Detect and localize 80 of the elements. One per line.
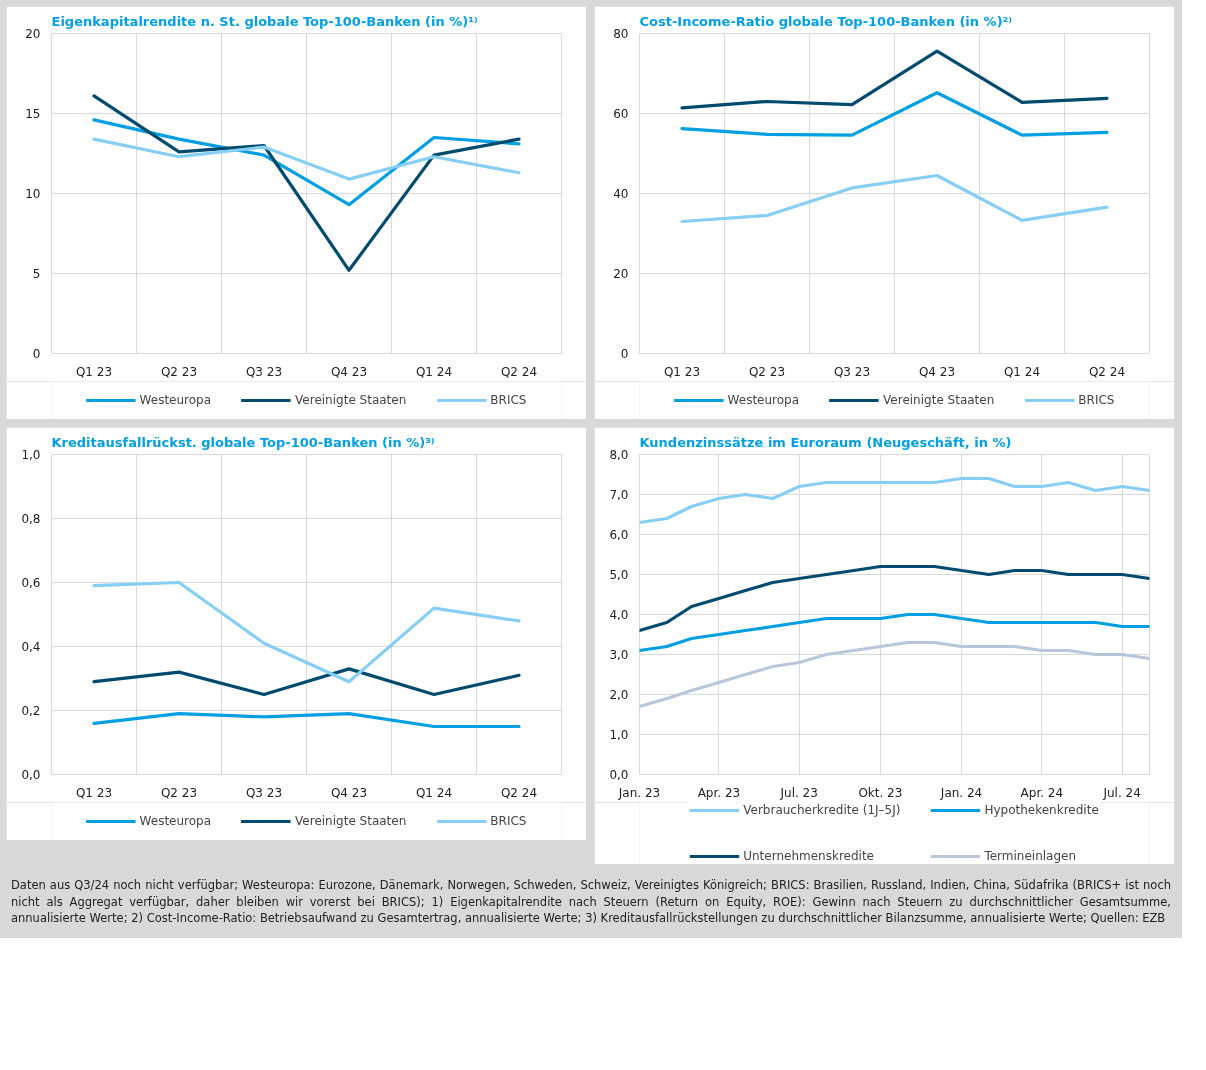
y-tick-label: 0 [620,347,629,361]
y-tick-label: 7,0 [609,488,629,502]
line-series [639,564,1150,633]
x-tick-label: Jul. 24 [1102,785,1141,800]
x-tick-label: Q4 23 [918,364,956,379]
line-series [680,49,1109,110]
y-tick-label: 0,0 [609,768,629,782]
line-series [639,612,1150,653]
x-tick-label: Q2 24 [1088,364,1126,379]
y-tick-label: 60 [613,107,629,121]
legend-label: Unternehmenskredite [743,848,874,864]
x-tick-label: Q1 23 [75,364,113,379]
x-tick-label: Q2 24 [500,364,538,379]
line-series [639,640,1150,709]
x-tick-label: Q3 23 [245,364,283,379]
y-tick-label: 20 [613,267,629,281]
legend-label: Hypothekenkredite [984,802,1099,818]
y-tick-label: 0,0 [21,768,41,782]
chart-title: Eigenkapitalrendite n. St. globale Top-100-Banken (in %)¹⁾ [51,13,478,29]
y-tick-label: 0,2 [21,704,41,718]
x-tick-label: Q3 23 [833,364,871,379]
y-tick-label: 6,0 [609,528,629,542]
x-tick-label: Okt. 23 [858,785,903,800]
chart-title: Kreditausfallrückst. globale Top-100-Banken (in %)³⁾ [51,434,435,450]
legend-label: Termineinlagen [984,848,1077,864]
y-tick-label: 3,0 [609,648,629,662]
y-tick-label: 40 [613,187,629,201]
y-tick-label: 5 [32,267,41,281]
chart-title: Cost-Income-Ratio globale Top-100-Banken (in %)²⁾ [639,13,1013,29]
x-tick-label: Q1 23 [663,364,701,379]
y-tick-label: 20 [25,27,41,41]
chart-title: Kundenzinssätze im Euroraum (Neugeschäft, in %) [639,434,1012,450]
legend-label: Westeuropa [139,392,212,408]
legend-label: Westeuropa [139,813,212,829]
x-tick-label: Q1 24 [415,785,453,800]
y-tick-label: 0 [32,347,41,361]
line-series [92,712,521,729]
legend-label: BRICS [1078,392,1115,408]
x-tick-label: Q1 24 [415,364,453,379]
line-series [639,476,1150,525]
y-tick-label: 15 [25,107,41,121]
y-tick-label: 0,8 [21,512,41,526]
x-tick-label: Q4 23 [330,364,368,379]
line-series [680,91,1109,137]
x-tick-label: Apr. 23 [697,785,741,800]
x-tick-label: Jul. 23 [779,785,818,800]
x-tick-label: Q2 23 [160,364,198,379]
y-tick-label: 8,0 [609,448,629,462]
x-tick-label: Apr. 24 [1020,785,1064,800]
legend-label: Vereinigte Staaten [295,813,407,829]
legend-label: Vereinigte Staaten [295,392,407,408]
y-tick-label: 1,0 [609,728,629,742]
line-series [92,667,521,697]
text: Daten aus Q3/24 noch nicht verfügbar; Westeuropa: Eurozone, Dänemark, Norwegen, Schweden, Schweiz, Vereinigtes Königreich; BRICS: Brasilien, Russland, Indien, China, Südafrika (BRICS+ ist noch nicht als Aggregat verfügbar, daher bleiben wir vorerst bei BRICS); 1) Eigenkapitalrendite nach Steuern (Return on Equity, ROE): Gewinn nach Steuern zu durchschnittlicher Gesamtsumme, annualisierte Werte; 2) Cost-Income-Ratio: Betriebsaufwand zu Gesamtertrag, annualisierte Werte; 3) Kreditausfallrückstellungen zu durchschnittlicher Bilanzsumme, annualisierte Werte; Quellen: EZB [11,877,1171,928]
line-series [92,94,521,272]
legend-label: BRICS [490,392,527,408]
legend-label: BRICS [490,813,527,829]
y-tick-label: 0,6 [21,576,41,590]
x-tick-label: Jan. 24 [939,785,983,800]
x-tick-label: Q2 23 [160,785,198,800]
x-tick-label: Q4 23 [330,785,368,800]
x-tick-label: Q3 23 [245,785,283,800]
x-tick-label: Q2 23 [748,364,786,379]
y-tick-label: 5,0 [609,568,629,582]
y-tick-label: 4,0 [609,608,629,622]
legend-label: Verbraucherkredite (1J–5J) [743,802,901,818]
legend-label: Westeuropa [727,392,800,408]
x-tick-label: Q1 23 [75,785,113,800]
x-tick-label: Q2 24 [500,785,538,800]
y-tick-label: 10 [25,187,41,201]
line-series [92,580,521,684]
x-tick-label: Jan. 23 [617,785,661,800]
line-series [92,137,521,181]
y-tick-label: 80 [613,27,629,41]
y-tick-label: 1,0 [21,448,41,462]
line-series [680,173,1109,224]
y-tick-label: 2,0 [609,688,629,702]
y-tick-label: 0,4 [21,640,41,654]
legend-label: Vereinigte Staaten [883,392,995,408]
x-tick-label: Q1 24 [1003,364,1041,379]
